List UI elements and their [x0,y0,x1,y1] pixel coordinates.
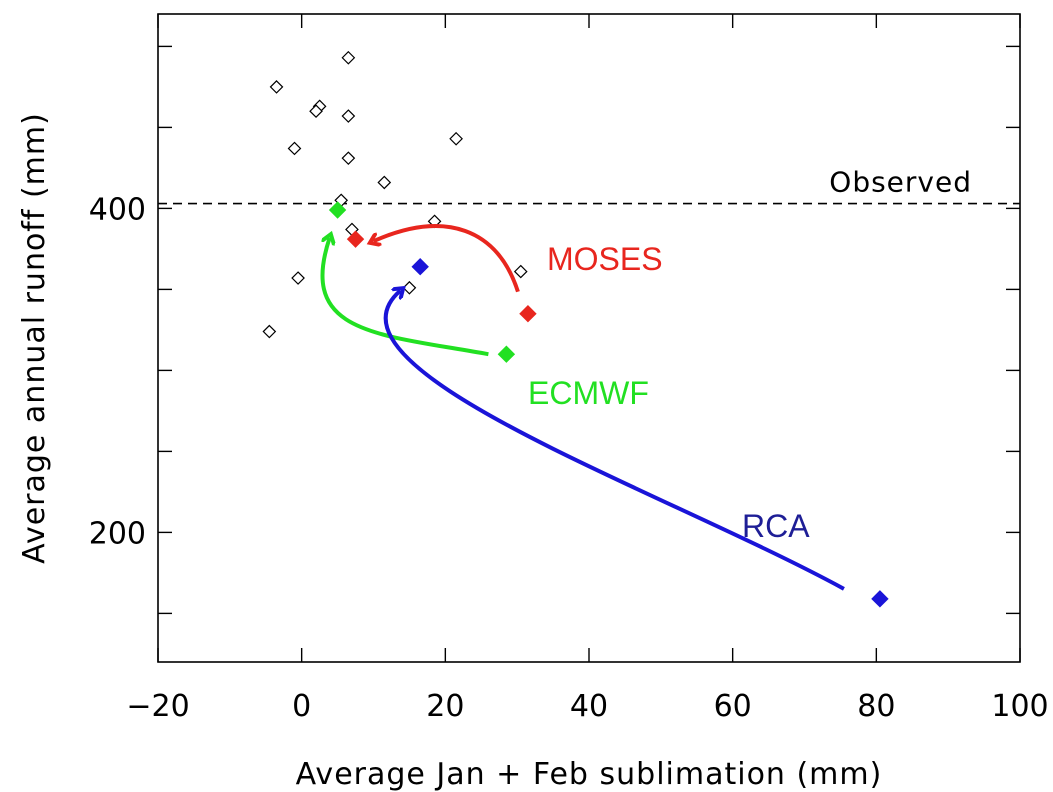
y-tick-label: 400 [89,192,146,227]
ecmwf-label: ECMWF [528,375,649,411]
x-tick-label: 60 [714,689,752,724]
marker-moses-to [346,230,365,248]
marker-ecmwf-to [328,201,347,219]
scatter-point [377,175,392,190]
scatter-point [287,141,302,156]
x-tick-label: 0 [292,689,311,724]
scatter-point [402,280,417,295]
x-tick-label: 20 [426,689,464,724]
model-arrow-rca [383,291,845,591]
scatter-point [341,151,356,166]
moses-label: MOSES [547,241,663,277]
model-arrow-moses [374,224,520,293]
model-markers [328,201,889,608]
marker-rca-to [411,258,429,276]
scatter-point [513,264,528,279]
marker-moses-from [519,304,537,323]
scatter-point [291,271,305,285]
marker-ecmwf-from [497,345,516,363]
scatter-point [341,109,356,123]
axis-tick-labels: −20 0 20 40 60 80 100 200 400 [89,192,1049,724]
y-tick-label: 200 [89,516,146,551]
axis-ticks [157,14,1021,662]
y-axis-label: Average annual runoff (mm) [17,112,52,564]
model-arrows [320,224,845,591]
observed-label: Observed [829,166,972,199]
scatter-point [262,324,277,339]
rca-label: RCA [742,508,810,544]
plot-frame [157,13,1021,663]
scatter-point [449,131,463,146]
marker-rca-from [871,590,889,608]
x-tick-label: 40 [570,689,608,724]
x-axis-label: Average Jan + Feb sublimation (mm) [296,757,883,792]
x-tick-label: 80 [857,689,895,724]
model-arrow-ecmwf [320,238,489,357]
x-tick-label: −20 [126,689,189,724]
x-tick-label: 100 [991,689,1048,724]
scatter-point [269,80,284,94]
scatter-point [309,104,323,119]
scatter-point [341,50,356,65]
